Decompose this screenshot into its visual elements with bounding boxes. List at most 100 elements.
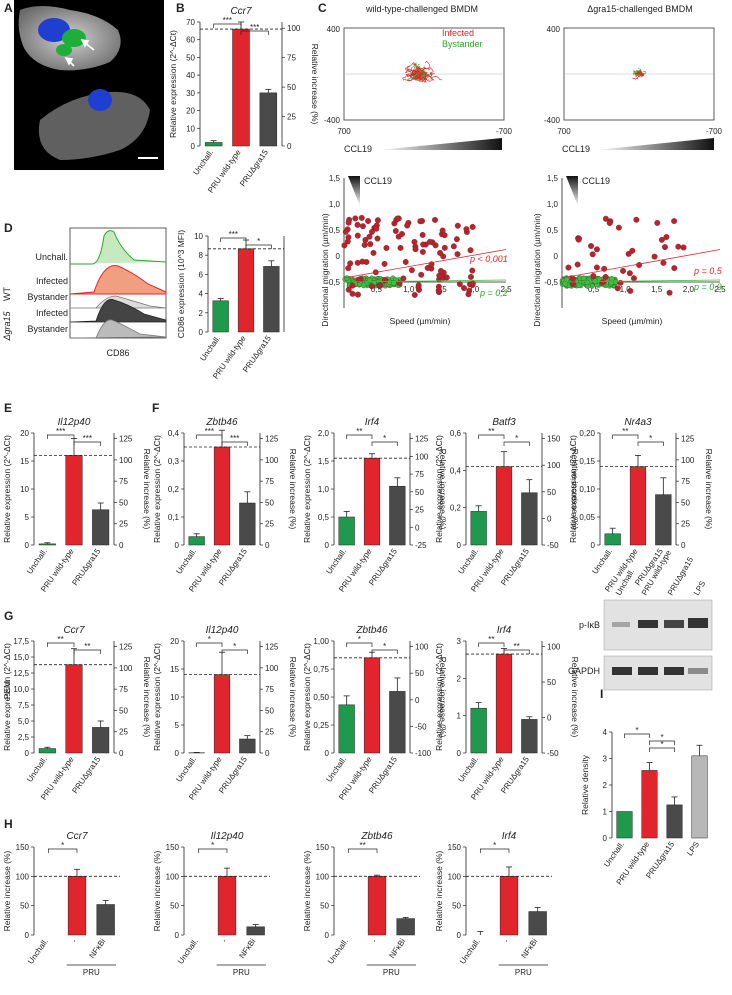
- y-tick-label: 7,5: [18, 701, 30, 710]
- y-tick-label: 0: [175, 931, 180, 940]
- scatter-ylabel-dgra: Directional migration (µm/min): [532, 213, 542, 327]
- y-tick-label: 0: [199, 328, 204, 337]
- y-tick-right-label: 125: [119, 435, 133, 444]
- y-tick-label: 0: [457, 749, 462, 758]
- sig-bracket: [245, 244, 272, 249]
- scatter-xlabel-wt: Speed (µm/min): [390, 316, 451, 326]
- point-infected: [463, 226, 470, 233]
- point-infected: [426, 238, 433, 245]
- sig-label: *: [208, 635, 211, 644]
- y-tick-label: 0: [25, 931, 30, 940]
- track: [404, 65, 423, 75]
- sig-bracket: [371, 441, 398, 446]
- point-infected: [369, 228, 375, 235]
- y-tick-right-label: 125: [119, 643, 133, 652]
- point-infected: [362, 237, 369, 243]
- bar-chart-h2: 0 50 100 150 Relative increase (%) Il12p40 Unc…: [152, 831, 270, 977]
- category-label: -: [502, 937, 511, 945]
- fit-line-infected: [343, 249, 507, 279]
- bar: [495, 466, 513, 546]
- y-tick-label: 10: [170, 693, 179, 702]
- point-infected: [441, 244, 448, 251]
- track: [634, 72, 643, 75]
- scatter-ytick: -0,5: [326, 278, 340, 287]
- tracks-wt: [402, 60, 443, 83]
- bar-chart-b: 0 10 20 30 40 50 60 70 0 25 50 75 100 Relative increa…: [168, 6, 320, 195]
- y-tick-right-label: 100: [265, 456, 279, 465]
- point-infected: [456, 281, 463, 288]
- point-infected: [354, 259, 361, 266]
- point-infected: [358, 214, 365, 221]
- scatter-xtick: 0,5: [588, 285, 600, 294]
- point-infected: [602, 273, 609, 280]
- sig-bracket: [240, 30, 269, 35]
- point-infected: [615, 224, 622, 231]
- y-tick-right-label: 25: [265, 728, 274, 737]
- y-tick-right-label: -50: [415, 722, 427, 731]
- point-infected: [626, 270, 633, 277]
- point-infected: [465, 291, 472, 298]
- panel-letter-f: F: [152, 401, 159, 415]
- point-infected: [654, 219, 661, 226]
- point-infected: [419, 231, 426, 238]
- y-tick-right-label: 25: [119, 728, 128, 737]
- scatter-ytick: -0,5: [544, 278, 558, 287]
- ylabel: Relative expression (2^-ΔCt): [152, 643, 162, 751]
- bar: [246, 926, 265, 936]
- y-tick-label: 0,4: [168, 429, 180, 438]
- panel-letters: A B C D E F G H I: [4, 1, 603, 831]
- y-tick-right-label: 25: [265, 520, 274, 529]
- y-tick-label: 2,0: [318, 429, 330, 438]
- y-tick-label: 0: [457, 541, 462, 550]
- bar: [363, 657, 381, 754]
- category-label: Unchall.: [176, 937, 200, 966]
- point-infected: [417, 218, 424, 225]
- blot-bands: [612, 618, 708, 675]
- scatter-xtick: 1,0: [620, 285, 632, 294]
- point-infected: [636, 262, 643, 268]
- sig-bracket: [503, 441, 530, 446]
- y-tick-label: 2: [603, 781, 608, 790]
- point-infected: [418, 271, 425, 278]
- y-tick-label: 1: [603, 808, 608, 817]
- y-tick-right-label: 0: [119, 749, 124, 758]
- hist-row-2: Infected: [36, 276, 68, 286]
- point-infected: [660, 259, 667, 266]
- point-infected: [352, 215, 359, 222]
- category-label: Unchall.: [25, 547, 49, 576]
- bar: [188, 536, 205, 546]
- category-label: Unchall.: [456, 547, 480, 576]
- bar: [641, 770, 658, 839]
- sig-label: *: [493, 841, 496, 850]
- chart-title: Batf3: [492, 417, 516, 428]
- y-tick-label: 0,75: [313, 665, 329, 674]
- point-infected: [588, 243, 595, 249]
- y-tick-label: 100: [316, 872, 330, 881]
- y-tick-label: 70: [186, 18, 195, 27]
- chart-title: Irf4: [497, 625, 512, 636]
- scatter-xtick: 1,5: [651, 285, 663, 294]
- sig-bracket: [196, 434, 223, 439]
- y-tick-label: 4: [199, 290, 204, 299]
- hist-xlabel: CD86: [106, 348, 129, 358]
- point-infected: [415, 282, 422, 289]
- track: [420, 71, 426, 79]
- point-infected: [454, 222, 461, 229]
- y-tick-label: 150: [448, 843, 462, 852]
- ylabel: Relative increase (%): [152, 850, 162, 931]
- point-infected: [397, 244, 404, 251]
- y-tick-label: 100: [16, 872, 30, 881]
- bar: [338, 516, 355, 546]
- y-tick-label: 10: [186, 124, 195, 133]
- y-tick-label: 0: [25, 749, 30, 758]
- arrow-icons: [64, 38, 95, 67]
- point-infected: [437, 249, 444, 256]
- y-tick-label: 5: [175, 721, 180, 730]
- track: [419, 73, 428, 82]
- sig-bracket: [624, 733, 650, 738]
- y-tick-label: 50: [320, 902, 329, 911]
- bar: [239, 738, 256, 754]
- y-tick-right-label: -100: [415, 749, 432, 758]
- hist-infected-dgra: [69, 299, 167, 323]
- sig-bracket: [371, 649, 398, 654]
